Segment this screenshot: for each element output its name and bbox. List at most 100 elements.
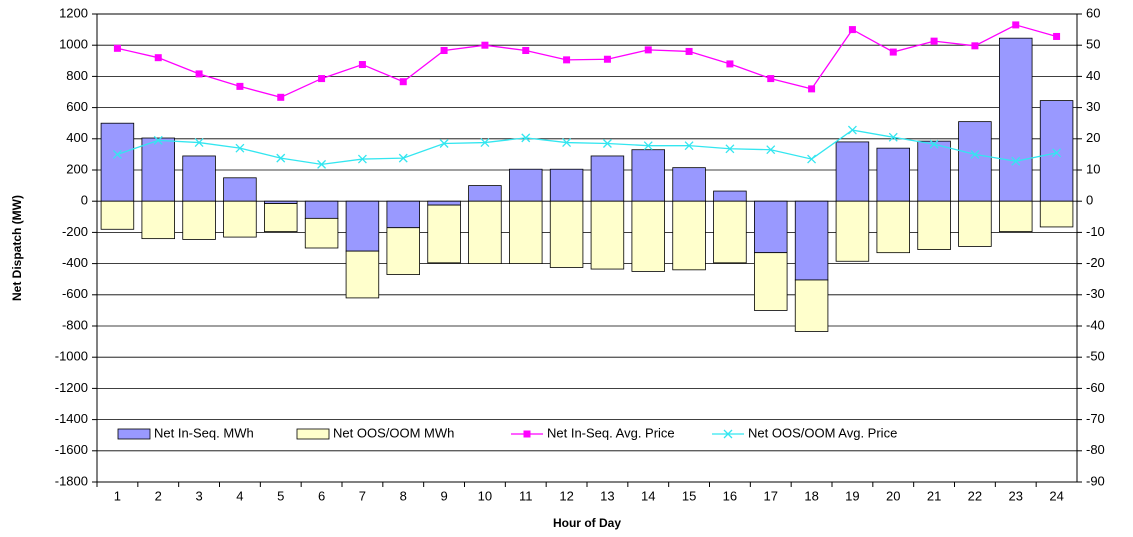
bar (304, 200, 339, 219)
y-tick-label: -1400 (55, 411, 88, 426)
y-tick-label: 0 (81, 193, 88, 208)
marker (847, 125, 857, 135)
y-tick-label: -800 (62, 317, 88, 332)
legend-label: Net OOS/OOM MWh (333, 425, 454, 440)
marker (194, 138, 204, 148)
bar (958, 121, 992, 202)
bar (590, 155, 625, 202)
marker (888, 132, 898, 142)
y-tick-label: 400 (66, 130, 88, 145)
marker (808, 85, 816, 93)
y2-tick-label: -10 (1086, 224, 1105, 239)
marker (112, 149, 122, 159)
y-tick-label: -1600 (55, 442, 88, 457)
y-tick-label: 1200 (59, 5, 88, 20)
marker (848, 26, 856, 34)
bar (835, 200, 870, 262)
x-tick-label: 21 (927, 488, 941, 503)
x-tick-label: 20 (886, 488, 900, 503)
marker (562, 138, 572, 148)
y-tick-label: 200 (66, 161, 88, 176)
marker (970, 149, 980, 159)
bar (427, 204, 461, 264)
marker (399, 78, 407, 86)
x-tick-label: 17 (764, 488, 778, 503)
x-tick-label: 19 (845, 488, 859, 503)
bar (754, 200, 788, 254)
y2-tick-label: -60 (1086, 380, 1105, 395)
bar (509, 200, 543, 264)
bar (468, 185, 502, 202)
y2-tick-label: -80 (1086, 442, 1105, 457)
y2-tick-label: -50 (1086, 349, 1105, 364)
bar (100, 122, 135, 202)
bar (917, 140, 951, 202)
bar (304, 217, 339, 249)
plot-border (96, 13, 1078, 483)
line (117, 129, 1057, 166)
marker (725, 144, 735, 154)
x-tick-label: 24 (1049, 488, 1063, 503)
legend-marker (523, 430, 531, 438)
bar (754, 252, 788, 311)
x-tick-label: 6 (318, 488, 325, 503)
y-tick-label: -400 (62, 255, 88, 270)
marker (521, 133, 531, 143)
y2-tick-label: 20 (1086, 130, 1100, 145)
x-tick-label: 12 (559, 488, 573, 503)
bar (549, 168, 584, 202)
marker (726, 60, 734, 68)
marker (398, 153, 408, 163)
bar (100, 200, 135, 230)
marker (236, 82, 244, 90)
bar (141, 137, 175, 202)
marker (930, 37, 938, 45)
bar (223, 200, 257, 238)
y2-tick-label: -40 (1086, 317, 1105, 332)
marker (113, 44, 121, 52)
marker (1053, 32, 1061, 40)
bar (876, 147, 910, 202)
y2-tick-label: 40 (1086, 68, 1100, 83)
bar (631, 200, 665, 272)
x-tick-label: 22 (968, 488, 982, 503)
x-tick-label: 13 (600, 488, 614, 503)
bar (590, 200, 625, 270)
marker (317, 159, 327, 169)
marker (1012, 21, 1020, 29)
x-axis-title: Hour of Day (553, 516, 621, 530)
marker (522, 47, 530, 55)
y2-tick-label: 0 (1086, 193, 1093, 208)
marker (766, 145, 776, 155)
bar (386, 200, 420, 229)
bar (549, 200, 584, 268)
legend-swatch (117, 428, 151, 440)
x-tick-label: 23 (1009, 488, 1023, 503)
y2-tick-label: -20 (1086, 255, 1105, 270)
marker (358, 61, 366, 69)
bar (917, 200, 951, 250)
y-tick-label: -1200 (55, 380, 88, 395)
marker (276, 153, 286, 163)
legend-swatch (296, 428, 330, 440)
marker (685, 47, 693, 55)
bar (713, 190, 747, 202)
bar (1039, 100, 1074, 202)
bar (794, 200, 829, 281)
x-tick-label: 16 (723, 488, 737, 503)
marker (318, 75, 326, 83)
legend-label: Net OOS/OOM Avg. Price (748, 425, 897, 440)
marker (563, 56, 571, 64)
bar (386, 227, 420, 275)
bar (1039, 200, 1074, 228)
bar (999, 200, 1033, 233)
bar (182, 200, 216, 240)
legend-label: Net In-Seq. MWh (154, 425, 254, 440)
bar (264, 203, 298, 233)
x-tick-label: 1 (114, 488, 121, 503)
x-tick-label: 10 (478, 488, 492, 503)
bar (427, 200, 461, 206)
y-tick-label: -1800 (55, 473, 88, 488)
y2-tick-label: 50 (1086, 37, 1100, 52)
